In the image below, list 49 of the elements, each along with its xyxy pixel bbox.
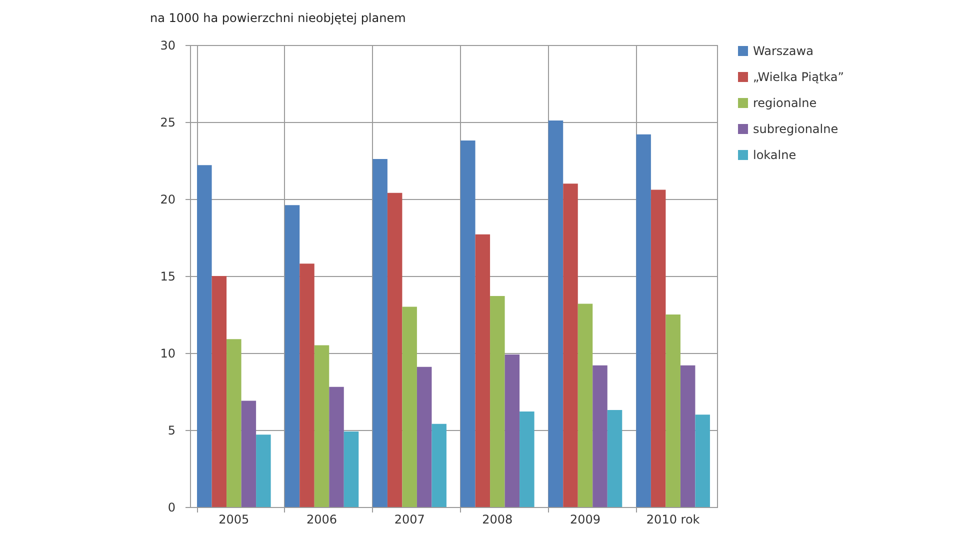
bar xyxy=(680,365,696,507)
bar xyxy=(607,410,622,507)
bar xyxy=(284,205,300,507)
bar xyxy=(416,366,432,507)
bar xyxy=(460,140,476,507)
bar xyxy=(329,386,344,507)
y-tick-label: 20 xyxy=(160,192,176,206)
bar xyxy=(592,365,608,507)
legend-label: „Wielka Piątka” xyxy=(753,70,844,84)
bar xyxy=(666,314,680,507)
bar xyxy=(314,345,330,507)
bar xyxy=(548,120,564,507)
x-tick-label: 2006 xyxy=(306,512,338,526)
y-tick-label: 10 xyxy=(160,346,176,360)
bar xyxy=(578,304,593,507)
legend-label: Warszawa xyxy=(753,44,814,58)
bar xyxy=(520,412,534,507)
bar xyxy=(695,414,710,507)
bar xyxy=(344,432,359,507)
x-tick-label: 2009 xyxy=(570,512,601,526)
bar xyxy=(226,339,242,507)
chart-title: na 1000 ha powierzchni nieobjętej planem xyxy=(150,11,406,25)
bar xyxy=(387,192,402,507)
bar xyxy=(197,165,212,507)
y-tick-label: 0 xyxy=(168,500,176,514)
legend-label: subregionalne xyxy=(753,122,838,136)
y-tick-label: 30 xyxy=(160,38,176,52)
bar xyxy=(402,306,417,507)
legend-label: regionalne xyxy=(753,96,817,110)
bar xyxy=(650,190,666,507)
y-tick-label: 25 xyxy=(160,116,176,130)
x-tick-label: 2010 rok xyxy=(646,512,700,526)
bar xyxy=(212,276,227,507)
bar xyxy=(256,434,271,507)
bar xyxy=(475,234,490,507)
bar xyxy=(300,264,314,507)
bar xyxy=(636,134,651,507)
x-tick-label: 2005 xyxy=(218,512,250,526)
bar xyxy=(563,184,578,507)
bar xyxy=(372,158,388,507)
y-tick-label: 15 xyxy=(160,270,176,284)
bar xyxy=(241,400,256,507)
x-tick-label: 2007 xyxy=(394,512,425,526)
bar xyxy=(504,354,520,507)
legend-label: lokalne xyxy=(753,148,796,162)
y-tick-label: 5 xyxy=(168,424,176,438)
x-tick-label: 2008 xyxy=(482,512,513,526)
bar xyxy=(432,424,446,507)
bar xyxy=(490,296,505,507)
